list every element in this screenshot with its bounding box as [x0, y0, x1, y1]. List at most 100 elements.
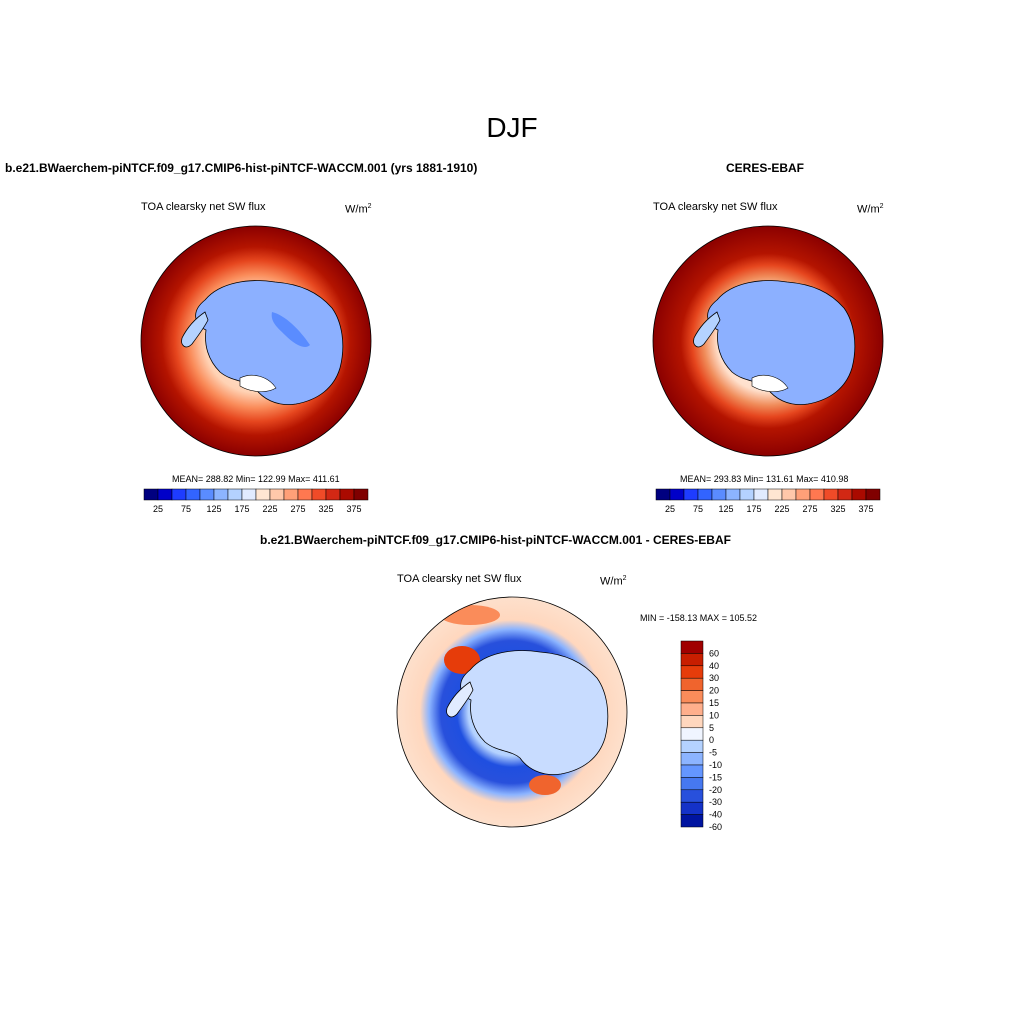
diff-colorbar-label: -5 [709, 748, 717, 758]
diff-positive-patch-south [529, 775, 561, 795]
diff-colorbar-label: -20 [709, 785, 722, 795]
diff-colorbar-swatch [680, 752, 704, 766]
model-stats: MEAN= 288.82 Min= 122.99 Max= 411.61 [172, 474, 340, 484]
diff-stats: MIN = -158.13 MAX = 105.52 [640, 613, 758, 623]
diff-colorbar-swatch [680, 739, 704, 753]
model-colorbar: 25 75 125 175 225 275 325 375 [143, 488, 369, 514]
obs-variable-label: TOA clearsky net SW flux [653, 201, 778, 213]
diff-colorbar-label: 20 [709, 686, 719, 696]
model-colorbar-label: 175 [234, 504, 249, 514]
model-dome-region [271, 312, 310, 347]
diff-colorbar-swatch [680, 715, 704, 729]
obs-ross-ice-shelf [751, 375, 789, 392]
diff-colorbar-swatch [680, 690, 704, 704]
diff-colorbar-label: 0 [709, 735, 714, 745]
obs-colorbar-swatch [865, 488, 881, 501]
diff-colorbar-swatch [680, 640, 704, 654]
model-units-label: W/m2 [345, 203, 372, 216]
diff-colorbar-swatch [680, 814, 704, 828]
obs-colorbar-swatch [837, 488, 853, 501]
model-colorbar-swatch [213, 488, 229, 501]
model-colorbar-swatch [255, 488, 271, 501]
diff-antarctica-landmass [460, 650, 609, 775]
diff-positive-patch-west [444, 646, 480, 674]
diff-map-border [396, 596, 628, 828]
obs-colorbar-swatch [739, 488, 755, 501]
obs-colorbar-swatch [809, 488, 825, 501]
model-colorbar-swatch [143, 488, 159, 501]
model-colorbar-label: 375 [346, 504, 361, 514]
obs-colorbar-swatch [795, 488, 811, 501]
diff-colorbar-label: -15 [709, 772, 722, 782]
obs-colorbar-label: 125 [718, 504, 733, 514]
obs-colorbar-swatch [683, 488, 699, 501]
model-ross-ice-shelf [239, 375, 277, 392]
model-map-border [140, 225, 372, 457]
obs-colorbar-swatch [697, 488, 713, 501]
obs-colorbar-swatch [669, 488, 685, 501]
model-colorbar-swatch [199, 488, 215, 501]
diff-colorbar-swatch [680, 653, 704, 667]
model-colorbar-swatch [311, 488, 327, 501]
model-colorbar-swatch [269, 488, 285, 501]
model-colorbar-swatch [283, 488, 299, 501]
obs-units-label: W/m2 [857, 203, 884, 216]
diff-colorbar-label: -60 [709, 822, 722, 832]
model-antarctic-peninsula [181, 311, 209, 348]
diff-colorbar-label: 30 [709, 673, 719, 683]
diff-colorbar-label: -10 [709, 760, 722, 770]
diff-colorbar-label: 60 [709, 648, 719, 658]
obs-colorbar-swatch [725, 488, 741, 501]
diff-antarctic-peninsula [446, 681, 474, 718]
model-colorbar-label: 275 [290, 504, 305, 514]
diff-colorbar-label: 10 [709, 710, 719, 720]
diff-colorbar-swatch [680, 777, 704, 791]
diff-colorbar-swatch [680, 677, 704, 691]
obs-colorbar-swatch [655, 488, 671, 501]
model-colorbar-swatch [325, 488, 341, 501]
diff-positive-patch-north [440, 605, 500, 625]
diff-colorbar-label: 15 [709, 698, 719, 708]
obs-colorbar-label: 175 [746, 504, 761, 514]
model-units-exponent: 2 [367, 203, 372, 210]
diff-panel-header: b.e21.BWaerchem-piNTCF.f09_g17.CMIP6-his… [260, 533, 731, 547]
diff-units-exponent: 2 [622, 575, 627, 582]
obs-antarctic-peninsula [693, 311, 721, 348]
obs-antarctica-landmass [707, 280, 856, 405]
model-antarctica-landmass [195, 280, 344, 405]
obs-colorbar-label: 375 [858, 504, 873, 514]
diff-colorbar-swatch [680, 789, 704, 803]
diff-map [397, 597, 627, 827]
model-colorbar-label: 325 [318, 504, 333, 514]
model-colorbar-swatch [227, 488, 243, 501]
model-colorbar-swatch [185, 488, 201, 501]
model-colorbar-label: 75 [181, 504, 191, 514]
obs-map [653, 226, 883, 456]
diff-colorbar-label: -30 [709, 797, 722, 807]
obs-colorbar-swatch [711, 488, 727, 501]
obs-colorbar-label: 275 [802, 504, 817, 514]
obs-panel-header: CERES-EBAF [726, 161, 805, 175]
obs-units-base: W/m [857, 203, 880, 216]
obs-colorbar: 25 75 125 175 225 275 325 375 [655, 488, 881, 514]
model-variable-label: TOA clearsky net SW flux [141, 201, 266, 213]
obs-colorbar-swatch [753, 488, 769, 501]
model-panel-header: b.e21.BWaerchem-piNTCF.f09_g17.CMIP6-his… [5, 161, 478, 175]
diff-colorbar-label: 40 [709, 661, 719, 671]
diff-colorbar-swatch [680, 702, 704, 716]
model-colorbar-swatch [241, 488, 257, 501]
diff-colorbar-swatch [680, 727, 704, 741]
diff-colorbar-label: 5 [709, 723, 714, 733]
obs-colorbar-swatch [823, 488, 839, 501]
obs-colorbar-label: 225 [774, 504, 789, 514]
model-colorbar-swatch [171, 488, 187, 501]
page-title: DJF [486, 112, 538, 143]
diff-colorbar-swatch [680, 665, 704, 679]
model-colorbar-swatch [297, 488, 313, 501]
model-colorbar-label: 125 [206, 504, 221, 514]
obs-map-border [652, 225, 884, 457]
obs-colorbar-label: 75 [693, 504, 703, 514]
model-colorbar-swatch [157, 488, 173, 501]
obs-stats: MEAN= 293.83 Min= 131.61 Max= 410.98 [680, 474, 849, 484]
